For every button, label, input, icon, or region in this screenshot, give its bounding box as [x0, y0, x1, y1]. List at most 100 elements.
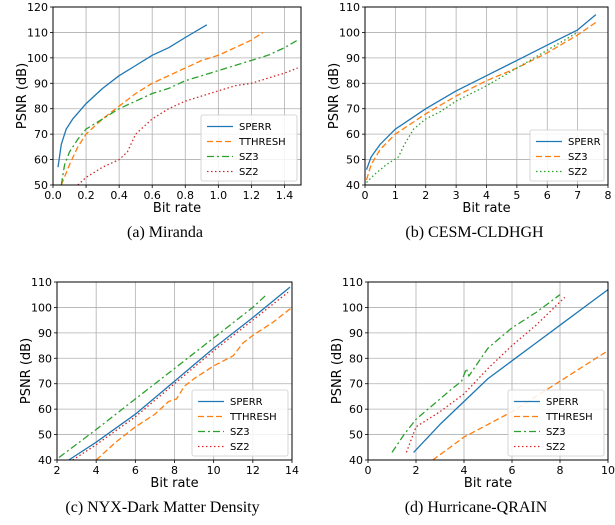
legend-label-sz2: SZ2 [239, 167, 259, 178]
y-tick-label: 70 [346, 103, 360, 116]
panel-nyx-dark-matter-density: 2 4 6 8 10 12 14 40 50 60 70 80 90 100 110 Bit rate PSNR… [19, 276, 299, 516]
x-tick-label: 0 [365, 464, 372, 477]
y-tick-label: 50 [346, 154, 360, 167]
x-axis-label: Bit rate [462, 201, 510, 216]
x-tick-label: 8 [605, 189, 612, 202]
x-tick-label: 4 [461, 464, 468, 477]
y-tick-label: 90 [34, 77, 48, 90]
y-tick-label: 100 [339, 26, 360, 39]
x-tick-label: 0.2 [77, 189, 95, 202]
x-tick-label: 1.0 [210, 189, 228, 202]
x-axis-label: Bit rate [153, 201, 201, 216]
y-tick-label: 70 [34, 128, 48, 141]
legend: SPERR SZ3 SZ2 [529, 129, 605, 182]
series-line-sz2 [366, 31, 578, 183]
y-axis-label: PSNR (dB) [19, 338, 34, 404]
y-axis-label: PSNR (dB) [330, 338, 345, 404]
x-tick-label: 0.0 [44, 189, 62, 202]
x-tick-label: 10 [601, 464, 615, 477]
series-line-sz3 [60, 39, 299, 186]
y-tick-label: 100 [27, 52, 48, 65]
y-tick-label: 80 [346, 77, 360, 90]
y-tick-label: 40 [346, 179, 360, 192]
legend-label-sperr: SPERR [230, 397, 263, 408]
y-tick-label: 90 [349, 327, 363, 340]
x-tick-label: 14 [285, 464, 299, 477]
legend-label-sz2: SZ2 [230, 442, 250, 453]
y-tick-label: 100 [31, 301, 52, 314]
series-line-sperr [365, 14, 597, 170]
y-tick-label: 80 [349, 352, 363, 365]
y-axis-label: PSNR (dB) [327, 63, 342, 129]
panel-hurricane-qrain: 0 2 4 6 8 10 40 50 60 70 80 90 100 110 Bit rate PSNR (d… [330, 276, 615, 516]
panel-caption: (b) CESM-CLDHGH [405, 224, 544, 241]
y-tick-label: 110 [27, 26, 48, 39]
legend-label-tthresh: TTHRESH [545, 412, 593, 423]
series-line-tthresh [60, 31, 264, 186]
y-tick-label: 90 [38, 327, 52, 340]
plot-frame [367, 281, 609, 461]
panel-cesm-cldhgh: 0 1 2 3 4 5 6 7 8 40 50 60 70 80 90 100 110 Bit rate PSNR … [327, 1, 612, 241]
panel-caption: (a) Miranda [127, 224, 203, 241]
y-tick-label: 60 [34, 154, 48, 167]
x-tick-label: 1 [392, 189, 399, 202]
legend-label-tthresh: TTHRESH [229, 412, 277, 423]
panel-caption: (c) NYX-Dark Matter Density [65, 499, 259, 516]
y-tick-label: 70 [349, 378, 363, 391]
y-tick-label: 100 [342, 301, 363, 314]
y-tick-label: 80 [38, 352, 52, 365]
y-tick-label: 70 [38, 378, 52, 391]
x-tick-label: 5 [513, 189, 520, 202]
x-tick-label: 0.6 [143, 189, 161, 202]
x-tick-label: 7 [574, 189, 581, 202]
x-tick-label: 6 [544, 189, 551, 202]
x-tick-label: 4 [93, 464, 100, 477]
y-tick-label: 60 [38, 403, 52, 416]
plot-frame [52, 6, 302, 186]
legend: SPERR TTHRESH SZ3 SZ2 [507, 389, 605, 457]
y-tick-label: 120 [27, 1, 48, 14]
legend-label-sperr: SPERR [239, 122, 272, 133]
y-tick-label: 50 [38, 429, 52, 442]
x-tick-label: 6 [132, 464, 139, 477]
y-tick-label: 110 [342, 276, 363, 289]
y-tick-label: 80 [34, 103, 48, 116]
y-tick-label: 90 [346, 52, 360, 65]
x-axis-label: Bit rate [150, 476, 198, 491]
series-line-sz2 [77, 67, 298, 186]
series-line-sperr [68, 286, 291, 461]
x-tick-label: 2 [422, 189, 429, 202]
x-tick-label: 4 [483, 189, 490, 202]
legend-label-sz3: SZ3 [568, 152, 588, 163]
legend-label-sz2: SZ2 [568, 167, 588, 178]
x-tick-label: 8 [557, 464, 564, 477]
legend-box [200, 114, 298, 182]
plot-frame [56, 281, 293, 461]
series-line-sperr [57, 24, 208, 168]
plot-frame [364, 6, 609, 186]
x-tick-label: 1.4 [276, 189, 294, 202]
y-tick-label: 60 [346, 128, 360, 141]
legend: SPERR TTHRESH SZ3 SZ2 [200, 114, 298, 182]
x-axis-label: Bit rate [464, 476, 512, 491]
series-line-sz2 [72, 291, 289, 461]
panel-caption: (d) Hurricane-QRAIN [405, 499, 548, 516]
x-tick-label: 0.8 [177, 189, 195, 202]
series-line-sz3 [58, 294, 267, 459]
legend-label-tthresh: TTHRESH [238, 137, 286, 148]
x-tick-label: 2 [413, 464, 420, 477]
legend-box [507, 389, 605, 457]
y-axis-label: PSNR (dB) [15, 63, 30, 129]
legend-label-sperr: SPERR [568, 137, 601, 148]
y-tick-label: 40 [349, 454, 363, 467]
legend-label-sz2: SZ2 [546, 442, 566, 453]
panel-miranda: 0.0 0.2 0.4 0.6 0.8 1.0 1.2 1.4 50 60 70 80 90 100 110… [15, 1, 302, 241]
series-line-tthresh [95, 306, 293, 461]
x-tick-label: 6 [509, 464, 516, 477]
series-line-sz3 [391, 294, 561, 453]
series-line-sperr [413, 289, 609, 453]
x-tick-label: 2 [54, 464, 61, 477]
x-tick-label: 0.4 [110, 189, 128, 202]
x-tick-label: 8 [171, 464, 178, 477]
